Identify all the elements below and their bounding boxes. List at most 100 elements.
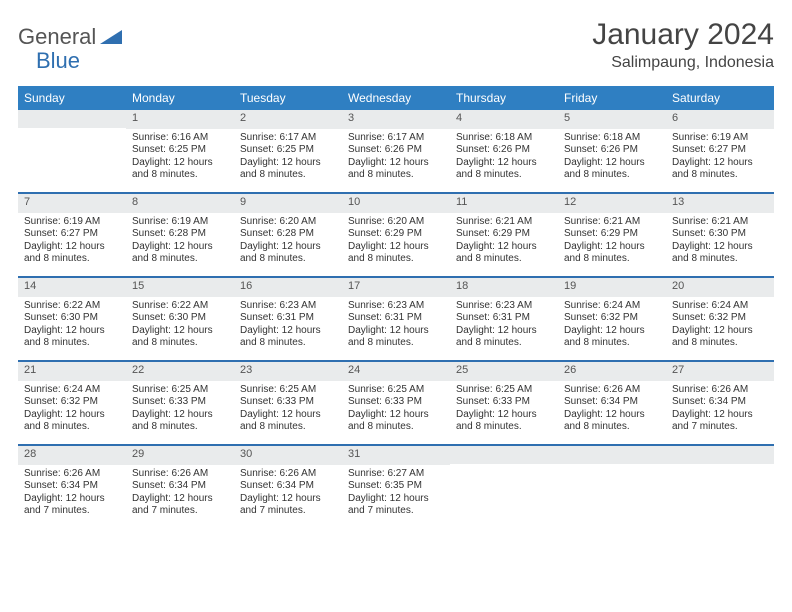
sunrise-text: Sunrise: 6:20 AM	[240, 216, 336, 229]
daylight-text: and 8 minutes.	[564, 337, 660, 350]
calendar-cell: 28Sunrise: 6:26 AMSunset: 6:34 PMDayligh…	[18, 446, 126, 528]
day-number: 14	[18, 278, 126, 297]
sunset-text: Sunset: 6:32 PM	[564, 312, 660, 325]
day-header: Tuesday	[234, 86, 342, 110]
day-number: 16	[234, 278, 342, 297]
calendar-cell: 3Sunrise: 6:17 AMSunset: 6:26 PMDaylight…	[342, 110, 450, 192]
daylight-text: Daylight: 12 hours	[24, 409, 120, 422]
sunrise-text: Sunrise: 6:22 AM	[132, 300, 228, 313]
sunset-text: Sunset: 6:26 PM	[564, 144, 660, 157]
sunrise-text: Sunrise: 6:24 AM	[24, 384, 120, 397]
calendar-cell: 26Sunrise: 6:26 AMSunset: 6:34 PMDayligh…	[558, 362, 666, 444]
calendar-cell: 20Sunrise: 6:24 AMSunset: 6:32 PMDayligh…	[666, 278, 774, 360]
day-number: 30	[234, 446, 342, 465]
sunset-text: Sunset: 6:32 PM	[24, 396, 120, 409]
brand-logo-line2: Blue	[36, 42, 80, 74]
cell-body: Sunrise: 6:22 AMSunset: 6:30 PMDaylight:…	[18, 297, 126, 355]
cell-body: Sunrise: 6:25 AMSunset: 6:33 PMDaylight:…	[126, 381, 234, 439]
cell-body: Sunrise: 6:24 AMSunset: 6:32 PMDaylight:…	[558, 297, 666, 355]
day-number: 12	[558, 194, 666, 213]
day-number: 13	[666, 194, 774, 213]
sunrise-text: Sunrise: 6:17 AM	[348, 132, 444, 145]
cell-body: Sunrise: 6:26 AMSunset: 6:34 PMDaylight:…	[18, 465, 126, 523]
calendar-cell: 23Sunrise: 6:25 AMSunset: 6:33 PMDayligh…	[234, 362, 342, 444]
day-number: 28	[18, 446, 126, 465]
page-header: General January 2024 Salimpaung, Indones…	[18, 18, 774, 72]
sunset-text: Sunset: 6:29 PM	[456, 228, 552, 241]
daylight-text: Daylight: 12 hours	[24, 325, 120, 338]
daylight-text: Daylight: 12 hours	[132, 493, 228, 506]
daylight-text: Daylight: 12 hours	[240, 325, 336, 338]
sunrise-text: Sunrise: 6:17 AM	[240, 132, 336, 145]
day-number: 11	[450, 194, 558, 213]
daylight-text: Daylight: 12 hours	[564, 409, 660, 422]
calendar-cell: 8Sunrise: 6:19 AMSunset: 6:28 PMDaylight…	[126, 194, 234, 276]
sunrise-text: Sunrise: 6:26 AM	[564, 384, 660, 397]
daylight-text: Daylight: 12 hours	[132, 325, 228, 338]
cell-body: Sunrise: 6:26 AMSunset: 6:34 PMDaylight:…	[666, 381, 774, 439]
sunset-text: Sunset: 6:27 PM	[24, 228, 120, 241]
sunrise-text: Sunrise: 6:27 AM	[348, 468, 444, 481]
sunrise-text: Sunrise: 6:19 AM	[132, 216, 228, 229]
calendar-cell: 10Sunrise: 6:20 AMSunset: 6:29 PMDayligh…	[342, 194, 450, 276]
calendar-cell: 1Sunrise: 6:16 AMSunset: 6:25 PMDaylight…	[126, 110, 234, 192]
daylight-text: and 8 minutes.	[672, 169, 768, 182]
calendar-cell: 7Sunrise: 6:19 AMSunset: 6:27 PMDaylight…	[18, 194, 126, 276]
sunset-text: Sunset: 6:30 PM	[132, 312, 228, 325]
daylight-text: and 8 minutes.	[456, 169, 552, 182]
calendar-cell: 27Sunrise: 6:26 AMSunset: 6:34 PMDayligh…	[666, 362, 774, 444]
cell-body: Sunrise: 6:25 AMSunset: 6:33 PMDaylight:…	[450, 381, 558, 439]
sunset-text: Sunset: 6:31 PM	[348, 312, 444, 325]
daylight-text: and 8 minutes.	[240, 169, 336, 182]
day-header: Sunday	[18, 86, 126, 110]
sunrise-text: Sunrise: 6:21 AM	[672, 216, 768, 229]
day-number	[18, 110, 126, 128]
calendar-cell: 19Sunrise: 6:24 AMSunset: 6:32 PMDayligh…	[558, 278, 666, 360]
sunset-text: Sunset: 6:28 PM	[132, 228, 228, 241]
sunset-text: Sunset: 6:25 PM	[132, 144, 228, 157]
calendar-week: 21Sunrise: 6:24 AMSunset: 6:32 PMDayligh…	[18, 362, 774, 446]
calendar-cell: 15Sunrise: 6:22 AMSunset: 6:30 PMDayligh…	[126, 278, 234, 360]
daylight-text: and 8 minutes.	[456, 337, 552, 350]
daylight-text: Daylight: 12 hours	[456, 409, 552, 422]
daylight-text: Daylight: 12 hours	[672, 157, 768, 170]
cell-body: Sunrise: 6:18 AMSunset: 6:26 PMDaylight:…	[450, 129, 558, 187]
daylight-text: and 8 minutes.	[456, 253, 552, 266]
daylight-text: and 8 minutes.	[348, 253, 444, 266]
sunset-text: Sunset: 6:26 PM	[456, 144, 552, 157]
daylight-text: and 8 minutes.	[564, 421, 660, 434]
sunrise-text: Sunrise: 6:22 AM	[24, 300, 120, 313]
day-number: 18	[450, 278, 558, 297]
day-number: 2	[234, 110, 342, 129]
calendar-cell: 4Sunrise: 6:18 AMSunset: 6:26 PMDaylight…	[450, 110, 558, 192]
calendar-cell: 30Sunrise: 6:26 AMSunset: 6:34 PMDayligh…	[234, 446, 342, 528]
daylight-text: Daylight: 12 hours	[672, 241, 768, 254]
daylight-text: and 8 minutes.	[132, 253, 228, 266]
location-text: Salimpaung, Indonesia	[592, 54, 774, 72]
daylight-text: Daylight: 12 hours	[456, 241, 552, 254]
daylight-text: Daylight: 12 hours	[240, 157, 336, 170]
sunset-text: Sunset: 6:33 PM	[240, 396, 336, 409]
cell-body: Sunrise: 6:18 AMSunset: 6:26 PMDaylight:…	[558, 129, 666, 187]
cell-body: Sunrise: 6:20 AMSunset: 6:28 PMDaylight:…	[234, 213, 342, 271]
sunset-text: Sunset: 6:31 PM	[240, 312, 336, 325]
calendar-cell: 2Sunrise: 6:17 AMSunset: 6:25 PMDaylight…	[234, 110, 342, 192]
day-header: Thursday	[450, 86, 558, 110]
sunrise-text: Sunrise: 6:26 AM	[24, 468, 120, 481]
calendar-cell: 16Sunrise: 6:23 AMSunset: 6:31 PMDayligh…	[234, 278, 342, 360]
day-number: 21	[18, 362, 126, 381]
sunset-text: Sunset: 6:29 PM	[564, 228, 660, 241]
calendar-cell: 18Sunrise: 6:23 AMSunset: 6:31 PMDayligh…	[450, 278, 558, 360]
sunrise-text: Sunrise: 6:21 AM	[564, 216, 660, 229]
calendar-cell: 9Sunrise: 6:20 AMSunset: 6:28 PMDaylight…	[234, 194, 342, 276]
day-number	[450, 446, 558, 464]
daylight-text: Daylight: 12 hours	[348, 241, 444, 254]
day-number: 27	[666, 362, 774, 381]
day-number: 4	[450, 110, 558, 129]
sunrise-text: Sunrise: 6:23 AM	[456, 300, 552, 313]
daylight-text: and 8 minutes.	[564, 169, 660, 182]
daylight-text: and 7 minutes.	[672, 421, 768, 434]
day-header: Wednesday	[342, 86, 450, 110]
daylight-text: and 8 minutes.	[240, 337, 336, 350]
daylight-text: and 8 minutes.	[132, 421, 228, 434]
